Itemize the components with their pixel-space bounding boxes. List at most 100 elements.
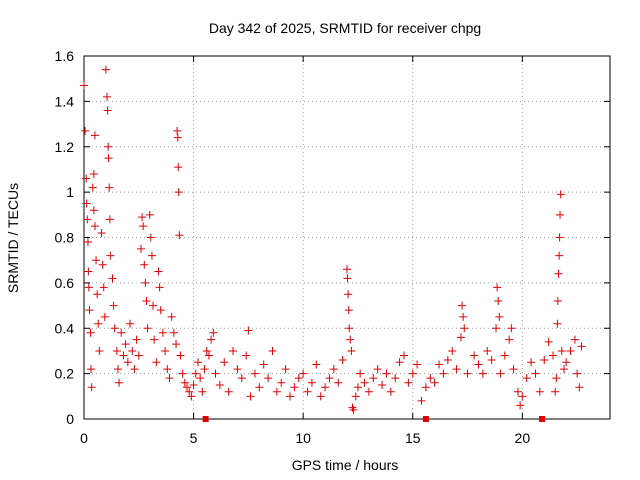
data-point [255,383,264,392]
data-point [373,365,382,374]
data-point [152,358,161,367]
data-point [126,319,135,328]
data-point [353,383,362,392]
data-point [189,380,198,389]
data-point [140,260,149,269]
data-point [158,328,167,337]
data-point [460,324,469,333]
data-point [505,335,514,344]
data-point [535,387,544,396]
data-point [325,374,334,383]
data-point [452,365,461,374]
data-point [132,335,141,344]
data-point [399,351,408,360]
data-point [343,265,351,274]
data-point [303,387,312,396]
gap-markers [202,416,546,422]
data-point [204,351,213,360]
data-point [211,369,220,378]
data-point [173,126,182,135]
data-point [94,319,103,328]
data-point [237,374,246,383]
data-point [104,154,113,163]
data-point [329,365,338,374]
data-point [531,369,540,378]
data-point [105,215,114,224]
data-point [233,365,242,374]
data-points [80,65,586,414]
data-point [555,233,564,242]
data-point [156,306,165,315]
data-point [196,374,205,383]
data-point [351,392,360,401]
data-point [106,251,115,260]
data-point [198,387,207,396]
data-point [487,356,496,365]
data-point [347,346,356,355]
data-point [553,319,562,328]
data-point [463,369,472,378]
data-point [115,378,124,387]
data-point [496,369,505,378]
data-point [573,369,582,378]
data-point [345,324,354,333]
data-point [97,228,106,237]
data-point [556,210,565,219]
data-point [200,365,209,374]
data-point [87,383,96,392]
data-point [89,206,98,215]
data-point [286,392,295,401]
data-point [145,210,154,219]
data-point [527,358,536,367]
data-point [549,351,558,360]
data-point [150,335,159,344]
data-point [495,312,504,321]
data-point [554,269,563,278]
data-point [90,131,99,140]
data-point [105,183,114,192]
data-point [294,374,303,383]
data-point [458,301,467,310]
data-point [215,380,224,389]
data-point [391,374,400,383]
data-point [242,351,251,360]
data-point [165,374,174,383]
data-point [103,106,112,115]
data-point [299,369,308,378]
data-point [559,365,568,374]
data-point [556,190,565,199]
data-point [360,378,369,387]
data-point [544,337,553,346]
x-tick-label: 20 [515,430,531,446]
x-tick-label: 5 [190,430,198,446]
data-point [553,297,562,306]
data-point [343,274,352,283]
data-point [386,387,395,396]
data-point [103,92,112,101]
data-point [426,374,435,383]
data-point [119,351,128,360]
data-point [86,328,95,337]
data-point [121,340,130,349]
data-point [149,301,158,310]
data-point [349,405,358,414]
data-point [540,356,549,365]
gap-marker [202,416,209,422]
data-point [90,222,99,231]
data-point [459,312,468,321]
data-point [244,326,253,335]
data-point [555,251,564,260]
data-point [83,215,92,224]
data-point [101,65,110,74]
data-point [174,188,183,197]
data-point [509,365,518,374]
data-point [92,256,101,265]
data-point [344,306,353,315]
data-point [117,328,126,337]
data-point [81,126,90,135]
y-axis-label: SRMTID / TECUs [5,183,21,293]
data-point [128,346,137,355]
data-point [99,283,108,292]
data-point [167,312,176,321]
data-point [364,387,373,396]
